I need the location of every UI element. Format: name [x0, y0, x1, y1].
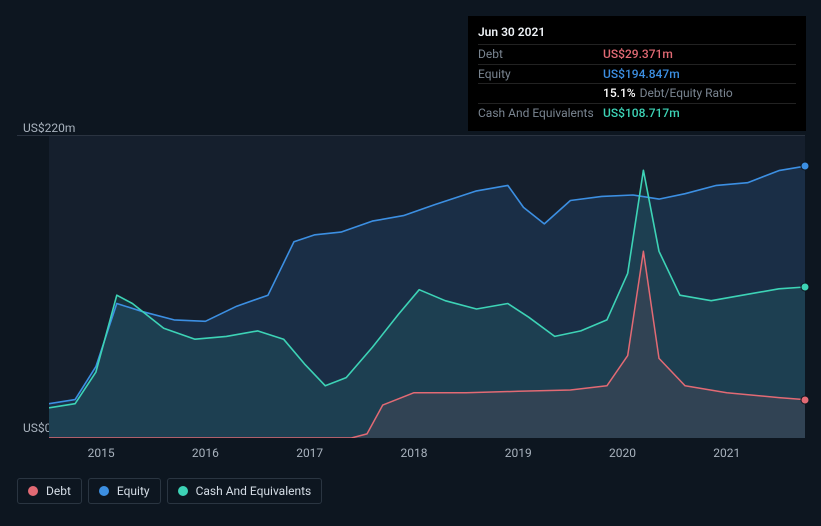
tooltip-row: Cash And EquivalentsUS$108.717m — [478, 103, 796, 123]
equity-end-marker — [801, 162, 810, 171]
x-axis-labels: 2015 2016 2017 2018 2019 2020 2021 — [49, 446, 805, 462]
legend-label: Debt — [46, 484, 71, 498]
tooltip-row-label: Equity — [478, 66, 603, 83]
y-axis-min-label: US$0 — [23, 421, 51, 435]
chart-plot-area[interactable] — [49, 136, 805, 438]
tooltip-row-label: Debt — [478, 46, 603, 63]
x-tick-label: 2019 — [505, 446, 532, 460]
tooltip-row-value: US$108.717m — [603, 105, 680, 122]
legend-swatch — [178, 486, 188, 496]
y-axis-max-label: US$220m — [23, 121, 75, 135]
x-tick-label: 2021 — [713, 446, 740, 460]
tooltip-row-extra: Debt/Equity Ratio — [640, 85, 733, 102]
x-tick-label: 2015 — [88, 446, 115, 460]
legend-label: Cash And Equivalents — [196, 484, 312, 498]
legend-item-cash[interactable]: Cash And Equivalents — [167, 478, 323, 504]
tooltip-row-value: US$29.371m — [603, 46, 673, 63]
tooltip-row: DebtUS$29.371m — [478, 44, 796, 64]
chart-tooltip: Jun 30 2021 DebtUS$29.371mEquityUS$194.8… — [468, 16, 806, 131]
tooltip-row: 15.1%Debt/Equity Ratio — [478, 83, 796, 103]
legend-label: Equity — [117, 484, 150, 498]
legend-item-equity[interactable]: Equity — [88, 478, 161, 504]
tooltip-row-value: 15.1% — [603, 85, 636, 102]
chart-legend: Debt Equity Cash And Equivalents — [17, 478, 322, 504]
legend-swatch — [99, 486, 109, 496]
x-tick-label: 2016 — [192, 446, 219, 460]
legend-item-debt[interactable]: Debt — [17, 478, 82, 504]
tooltip-row-label: Cash And Equivalents — [478, 105, 603, 122]
tooltip-row: EquityUS$194.847m — [478, 64, 796, 84]
cash-end-marker — [801, 283, 810, 292]
x-tick-label: 2020 — [609, 446, 636, 460]
chart-svg — [49, 136, 805, 438]
tooltip-date: Jun 30 2021 — [478, 24, 796, 41]
debt-end-marker — [801, 395, 810, 404]
legend-swatch — [28, 486, 38, 496]
tooltip-row-label — [478, 85, 603, 102]
x-tick-label: 2018 — [400, 446, 427, 460]
x-tick-label: 2017 — [296, 446, 323, 460]
tooltip-row-value: US$194.847m — [603, 66, 680, 83]
